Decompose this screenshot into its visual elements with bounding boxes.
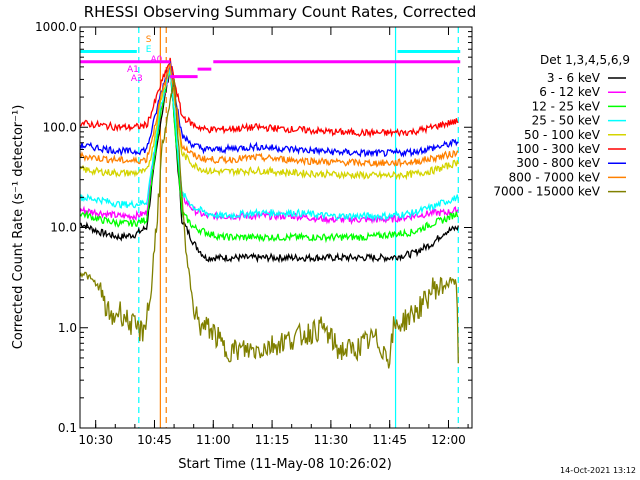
timestamp: 14-Oct-2021 13:12 [560, 466, 636, 475]
series-line-0 [80, 66, 459, 264]
x-tick-label-0: 10:30 [78, 433, 113, 447]
legend-label-4: 50 - 100 keV [524, 128, 601, 142]
y-tick-label-4: 0.1 [58, 421, 77, 435]
y-tick-label-3: 1.0 [58, 321, 77, 335]
legend-label-8: 7000 - 15000 keV [493, 185, 600, 199]
legend-label-1: 6 - 12 keV [539, 85, 601, 99]
x-tick-label-2: 11:00 [196, 433, 231, 447]
series-line-1 [79, 65, 459, 226]
x-tick-label-3: 11:15 [255, 433, 290, 447]
legend-title: Det 1,3,4,5,6,9 [540, 53, 630, 67]
chart-title: RHESSI Observing Summary Count Rates, Co… [84, 3, 477, 21]
x-tick-label-6: 12:00 [431, 433, 466, 447]
x-tick-label-4: 11:30 [314, 433, 349, 447]
series-line-3 [79, 67, 459, 222]
series-line-7 [79, 62, 459, 168]
marker-label-3: A1 [127, 65, 139, 75]
y-tick-label-0: 1000.0 [35, 20, 77, 34]
x-tick-label-5: 11:45 [372, 433, 407, 447]
marker-label-4: A3 [131, 74, 143, 84]
legend-label-2: 12 - 25 keV [532, 99, 601, 113]
legend-label-0: 3 - 6 keV [547, 71, 601, 85]
x-tick-label-1: 10:45 [137, 433, 172, 447]
marker-label-2: A0 [150, 55, 162, 65]
series-line-2 [79, 70, 459, 244]
legend-label-6: 300 - 800 keV [516, 156, 600, 170]
marker-label-1: E [146, 45, 152, 55]
y-axis: 1000.0 100.0 10.0 1.0 0.1 [35, 20, 472, 435]
series-line-6 [79, 61, 459, 158]
marker-label-0: S [146, 35, 152, 45]
legend-label-7: 800 - 7000 keV [509, 170, 601, 184]
x-axis: 10:30 10:45 11:00 11:15 11:30 11:45 12:00 [78, 27, 469, 447]
y-axis-label: Corrected Count Rate (s⁻¹ detector⁻¹) [11, 105, 26, 350]
series-line-8 [79, 78, 459, 369]
x-axis-label: Start Time (11-May-08 10:26:02) [178, 457, 392, 472]
series-line-4 [79, 63, 459, 181]
legend-label-3: 25 - 50 keV [532, 114, 601, 128]
y-tick-label-2: 10.0 [50, 221, 77, 235]
y-tick-label-1: 100.0 [43, 120, 77, 134]
legend-label-5: 100 - 300 keV [516, 142, 600, 156]
series-line-5 [79, 57, 459, 139]
